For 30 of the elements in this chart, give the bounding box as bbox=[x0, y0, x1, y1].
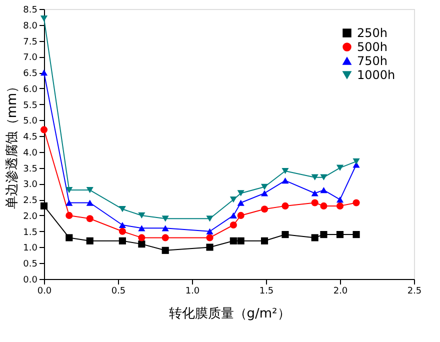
x-axis-title: 转化膜质量（g/m²） bbox=[168, 306, 290, 322]
y-tick-label: 2.5 bbox=[23, 196, 38, 206]
legend-label: 1000h bbox=[357, 68, 396, 82]
x-tick-label: 1.5 bbox=[259, 286, 274, 296]
y-tick-label: 6.5 bbox=[23, 69, 38, 80]
legend-label: 250h bbox=[357, 26, 388, 40]
y-tick-label: 5.5 bbox=[23, 100, 38, 111]
y-tick-label: 5.0 bbox=[23, 116, 38, 127]
y-tick-label: 2.0 bbox=[23, 212, 38, 222]
y-tick-label: 1.5 bbox=[23, 228, 38, 238]
legend-label: 750h bbox=[357, 54, 388, 68]
x-tick-label: 1.0 bbox=[185, 286, 200, 296]
y-tick-label: 0.5 bbox=[23, 260, 38, 270]
y-tick-label: 8.0 bbox=[23, 21, 38, 32]
y-tick-label: 7.0 bbox=[23, 53, 38, 64]
y-tick-label: 3.0 bbox=[23, 180, 38, 190]
y-tick-label: 8.5 bbox=[23, 6, 38, 16]
x-tick-label: 2.0 bbox=[333, 286, 348, 296]
x-tick-label: 0.0 bbox=[37, 286, 52, 296]
y-tick-label: 4.0 bbox=[23, 148, 38, 158]
x-tick-label: 0.5 bbox=[111, 286, 126, 296]
y-tick-label: 3.5 bbox=[23, 164, 38, 174]
y-tick-label: 1.0 bbox=[23, 244, 38, 254]
y-tick-label: 7.5 bbox=[23, 37, 38, 48]
y-tick-label: 6.0 bbox=[23, 84, 38, 95]
y-tick-label: 4.5 bbox=[23, 132, 38, 143]
x-tick-label: 2.5 bbox=[407, 286, 422, 296]
legend-label: 500h bbox=[357, 40, 388, 54]
y-tick-label: 0.0 bbox=[23, 276, 38, 286]
y-axis-title: 单边渗透腐蚀（mm） bbox=[5, 80, 20, 210]
